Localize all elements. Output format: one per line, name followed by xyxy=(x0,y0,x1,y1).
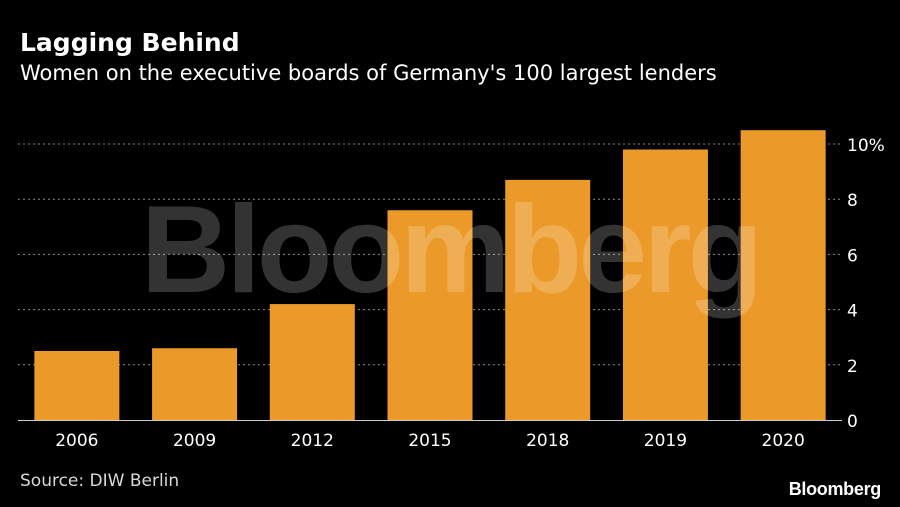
x-tick-label: 2018 xyxy=(526,431,569,451)
x-tick-label: 2019 xyxy=(644,431,687,451)
x-tick-label: 2009 xyxy=(173,431,216,451)
bloomberg-watermark: Bloomberg xyxy=(141,181,759,319)
y-tick-label: 8 xyxy=(847,191,858,211)
bar-2019 xyxy=(622,149,708,420)
bar-2012 xyxy=(269,304,355,420)
x-tick-label: 2012 xyxy=(291,431,334,451)
bar-2006 xyxy=(34,351,120,420)
y-tick-label: 6 xyxy=(847,246,858,266)
bar-2020 xyxy=(740,130,826,420)
y-tick-label: 4 xyxy=(847,302,858,322)
y-tick-label: 10% xyxy=(847,136,885,156)
chart-title: Lagging Behind xyxy=(20,28,240,57)
bars xyxy=(34,130,826,420)
y-tick-label: 0 xyxy=(847,412,858,432)
x-tick-label: 2006 xyxy=(55,431,98,451)
axes: 0 2 4 6 8 10% 2006 2009 2012 2015 2018 2019 2020 xyxy=(18,136,885,451)
bloomberg-logo: Bloomberg xyxy=(788,479,882,499)
bar-2015 xyxy=(387,210,473,420)
chart-subtitle: Women on the executive boards of Germany… xyxy=(20,61,717,85)
bar-2009 xyxy=(152,348,238,420)
source-note: Source: DIW Berlin xyxy=(20,471,180,491)
x-tick-label: 2020 xyxy=(762,431,805,451)
x-tick-label: 2015 xyxy=(408,431,451,451)
y-tick-label: 2 xyxy=(847,357,858,377)
bar-2018 xyxy=(505,179,591,420)
